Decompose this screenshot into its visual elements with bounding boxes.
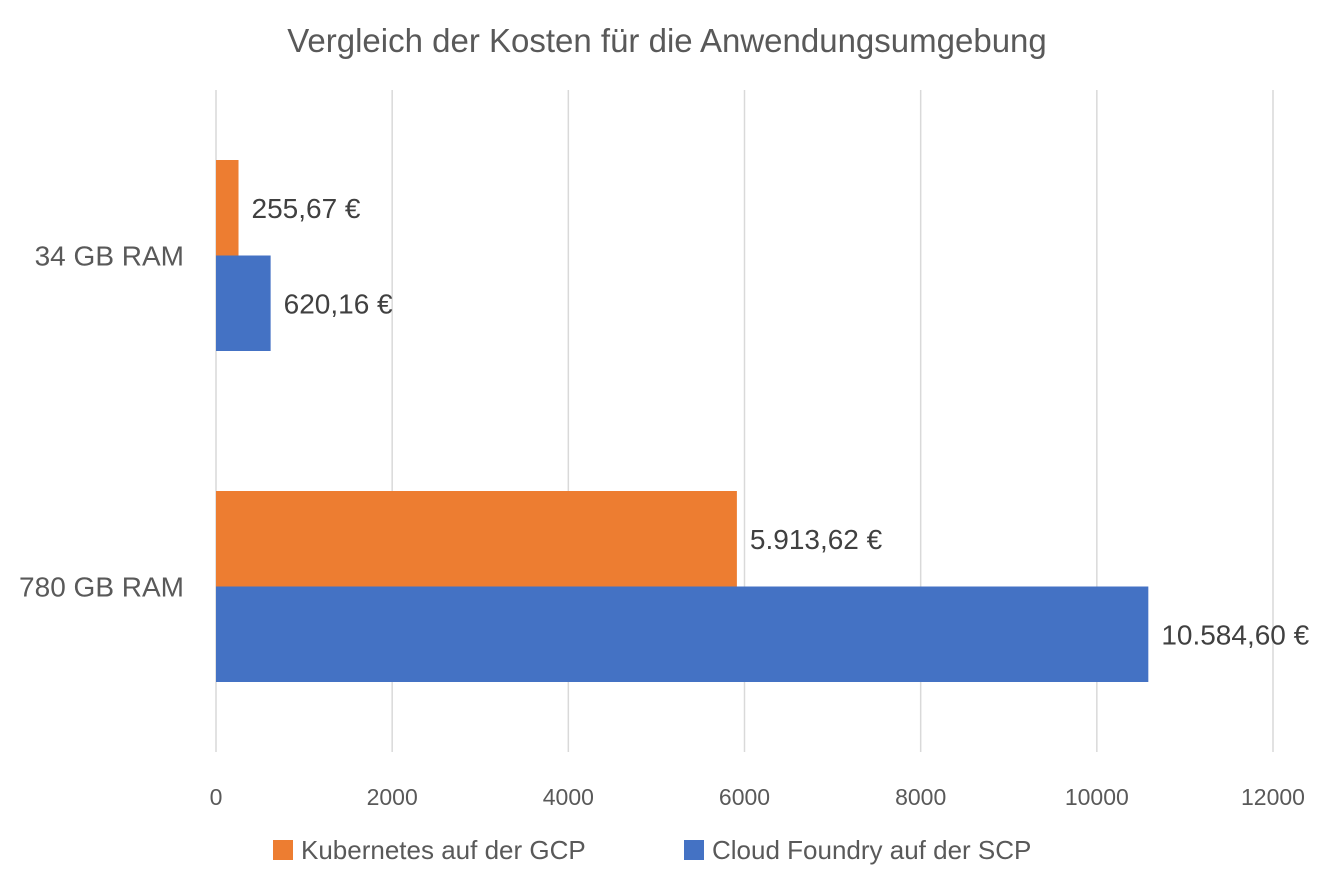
x-tick-label-6000: 6000 — [719, 784, 770, 810]
x-tick-label-8000: 8000 — [895, 784, 946, 810]
x-tick-label-12000: 12000 — [1241, 784, 1305, 810]
legend-swatch-cloud-foundry-auf-der-scp — [684, 840, 704, 860]
legend-swatch-kubernetes-auf-der-gcp — [273, 840, 293, 860]
data-labels: 255,67 € 620,16 € 5.913,62 € 10.584,60 € — [252, 193, 1310, 651]
data-label-cloud-foundry-auf-der-scp-780-gb-ram: 10.584,60 € — [1161, 619, 1309, 650]
chart-title: Vergleich der Kosten für die Anwendungsu… — [287, 22, 1047, 59]
x-axis-tick-labels: 0 2000 4000 6000 8000 10000 12000 — [210, 784, 1305, 810]
legend-label-cloud-foundry-auf-der-scp: Cloud Foundry auf der SCP — [712, 835, 1031, 865]
legend-label-kubernetes-auf-der-gcp: Kubernetes auf der GCP — [301, 835, 586, 865]
gridlines — [215, 90, 1274, 752]
category-label-34-gb-ram: 34 GB RAM — [35, 241, 184, 272]
bar-cloud-foundry-auf-der-scp-34-gb-ram — [216, 255, 271, 351]
category-labels: 34 GB RAM 780 GB RAM — [19, 241, 184, 603]
category-label-780-gb-ram: 780 GB RAM — [19, 572, 184, 603]
x-tick-label-0: 0 — [210, 784, 223, 810]
data-label-cloud-foundry-auf-der-scp-34-gb-ram: 620,16 € — [284, 288, 393, 319]
bar-cloud-foundry-auf-der-scp-780-gb-ram — [216, 586, 1149, 682]
x-tick-label-10000: 10000 — [1065, 784, 1129, 810]
legend: Kubernetes auf der GCP Cloud Foundry auf … — [273, 835, 1031, 865]
data-label-kubernetes-auf-der-gcp-780-gb-ram: 5.913,62 € — [750, 524, 883, 555]
x-tick-label-4000: 4000 — [543, 784, 594, 810]
bars — [216, 160, 1149, 682]
x-tick-label-2000: 2000 — [367, 784, 418, 810]
data-label-kubernetes-auf-der-gcp-34-gb-ram: 255,67 € — [252, 193, 361, 224]
bar-kubernetes-auf-der-gcp-34-gb-ram — [216, 160, 239, 256]
bar-kubernetes-auf-der-gcp-780-gb-ram — [216, 491, 737, 587]
